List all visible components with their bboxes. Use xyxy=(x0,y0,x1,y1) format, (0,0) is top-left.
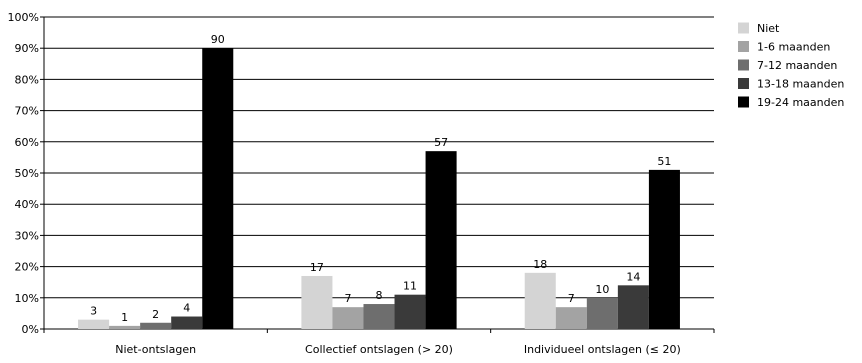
legend-swatch xyxy=(738,78,749,89)
data-label: 10 xyxy=(595,283,609,296)
gridlines xyxy=(44,16,714,299)
x-category-label: Niet-ontslagen xyxy=(115,343,196,356)
data-label: 57 xyxy=(434,136,448,149)
bar xyxy=(301,275,333,329)
y-tick-label: 40% xyxy=(15,198,39,211)
bar xyxy=(394,294,426,329)
data-label: 2 xyxy=(152,308,159,321)
y-tick-label: 80% xyxy=(15,73,39,86)
bar xyxy=(332,307,364,329)
legend-swatch xyxy=(738,59,749,71)
data-label: 4 xyxy=(183,302,190,315)
legend-label: 7-12 maanden xyxy=(757,59,837,72)
bar xyxy=(524,272,556,329)
bar xyxy=(78,319,110,329)
data-label: 18 xyxy=(533,258,547,271)
y-tick-label: 60% xyxy=(15,136,39,149)
bar xyxy=(140,322,172,329)
bar xyxy=(171,316,203,329)
data-label: 90 xyxy=(211,33,225,46)
legend-label: 1-6 maanden xyxy=(757,41,830,54)
x-category-label: Collectief ontslagen (> 20) xyxy=(305,343,453,356)
data-label: 3 xyxy=(90,305,97,318)
legend-label: 19-24 maanden xyxy=(757,96,844,109)
bar xyxy=(648,169,680,329)
bar xyxy=(586,297,618,329)
data-label: 11 xyxy=(403,280,417,293)
data-label: 1 xyxy=(121,311,128,324)
data-label: 14 xyxy=(626,270,640,283)
legend-label: 13-18 maanden xyxy=(757,78,844,91)
bar xyxy=(617,285,649,329)
data-label: 51 xyxy=(657,155,671,168)
y-tick-label: 30% xyxy=(15,229,39,242)
legend: Niet 1-6 maanden 7-12 maanden 13-18 maanden… xyxy=(738,22,844,109)
bar xyxy=(363,304,395,329)
bar xyxy=(555,307,587,329)
bar xyxy=(109,325,141,329)
y-tick-label: 100% xyxy=(8,11,39,24)
data-labels: 3 1 2 4 90 17 7 8 11 57 18 7 10 14 51 xyxy=(90,33,671,324)
y-tick-label: 10% xyxy=(15,292,39,305)
legend-swatch xyxy=(738,22,749,34)
data-label: 8 xyxy=(376,289,383,302)
x-category-label: Individueel ontslagen (≤ 20) xyxy=(524,343,681,356)
legend-swatch xyxy=(738,41,749,52)
y-tick-label: 50% xyxy=(15,167,39,180)
y-tick-label: 0% xyxy=(22,323,39,336)
y-tick-label: 90% xyxy=(15,42,39,55)
y-tick-label: 70% xyxy=(15,105,39,118)
bars xyxy=(78,48,680,329)
data-label: 7 xyxy=(568,292,575,305)
bar xyxy=(202,48,234,329)
y-tick-label: 20% xyxy=(15,261,39,274)
data-label: 17 xyxy=(310,261,324,274)
legend-swatch xyxy=(738,96,749,108)
legend-label: Niet xyxy=(757,22,780,35)
bar xyxy=(425,151,457,329)
data-label: 7 xyxy=(344,292,351,305)
